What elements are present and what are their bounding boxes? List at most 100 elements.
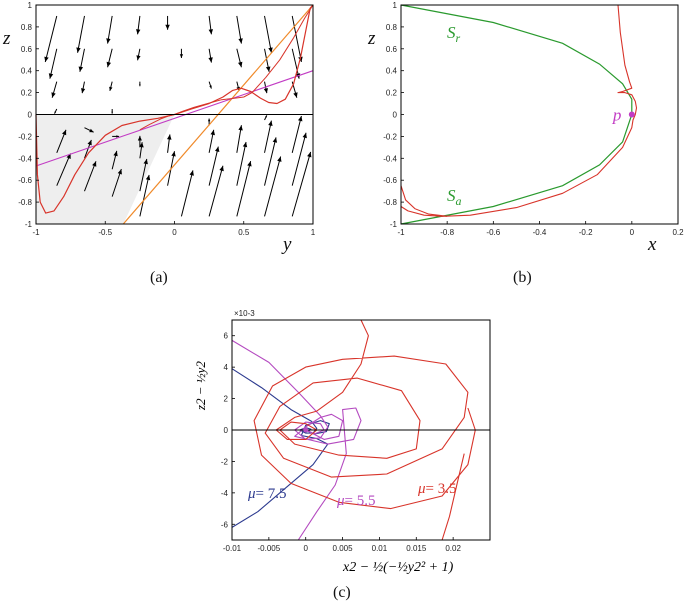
field-arrow-head: [116, 135, 120, 138]
field-arrow-head: [145, 174, 151, 181]
field-arrow-shaft: [49, 48, 58, 79]
label-sa-main: S: [447, 186, 456, 205]
field-arrow: [208, 81, 212, 89]
field-arrow-shaft: [264, 156, 282, 217]
caption-c: (c): [333, 584, 351, 601]
field-arrow: [54, 108, 58, 114]
field-arrow: [291, 115, 303, 153]
label-sa-sub: a: [456, 194, 462, 208]
field-arrow-head: [106, 61, 111, 68]
b-ytick-label-7: -0.4: [383, 154, 397, 163]
field-arrow-head: [54, 111, 57, 114]
label-sr: Sr: [447, 23, 461, 45]
field-arrow-head: [238, 61, 243, 68]
label-mu-75-sym: μ: [247, 486, 256, 502]
panel-b-ticks: -1 -0.8 -0.6 -0.4 -0.2 0 0.2 1 0.8 0.6 0.4 0.2 0 -0.2…: [383, 1, 684, 237]
field-arrow: [208, 129, 215, 153]
field-arrow-head: [298, 116, 303, 122]
field-arrow-shaft: [236, 161, 252, 217]
field-arrow: [44, 15, 58, 63]
field-arrow: [264, 137, 278, 186]
field-arrow: [236, 125, 243, 153]
b-ytick-label-10: -1: [390, 220, 398, 229]
field-arrow-shaft: [56, 153, 72, 186]
trajectory-2: [253, 319, 476, 510]
label-sr-main: S: [447, 23, 456, 42]
field-arrow-head: [136, 55, 141, 61]
field-arrow: [111, 168, 122, 197]
field-arrow: [165, 15, 170, 30]
field-arrow-head: [219, 165, 224, 172]
field-arrow-head: [81, 88, 86, 94]
field-arrow-shaft: [291, 151, 312, 217]
a-xtick-label-1: -0.5: [98, 228, 112, 237]
b-ytick-label-2: 0.6: [386, 45, 398, 54]
field-arrow-head: [136, 29, 141, 35]
field-arrow: [208, 48, 213, 63]
panel-a: -1 -0.5 0 0.5 1 1 0.8 0.6 0.4 0.2 0 -0.2 -0.4 -0.6 -0.…: [2, 1, 316, 286]
b-ytick-label-5: 0: [393, 111, 398, 120]
field-arrow: [264, 115, 268, 121]
field-arrow-head: [215, 146, 220, 152]
field-arrow-head: [242, 142, 248, 148]
field-arrow: [236, 141, 248, 186]
a-ytick-label-2: 0.6: [21, 45, 33, 54]
field-arrow: [136, 48, 141, 61]
field-arrow: [111, 109, 113, 114]
label-mu-55-val: = 5.5: [345, 493, 376, 509]
field-arrow-head: [165, 24, 170, 30]
label-sr-sub: r: [456, 31, 461, 45]
field-arrow-head: [139, 142, 144, 148]
field-arrow-head: [302, 132, 307, 139]
a-xtick-label-0: -1: [32, 228, 40, 237]
caption-a: (a): [150, 269, 168, 286]
field-arrow-head: [117, 169, 122, 175]
field-arrow-head: [167, 134, 172, 140]
b-xtick-label-5: 0: [630, 228, 635, 237]
label-mu-75-val: = 7.5: [256, 486, 287, 502]
c-xtick-label-6: 0.02: [445, 544, 461, 553]
label-mu-35-sym: μ: [417, 481, 426, 497]
field-arrow-head: [247, 161, 252, 167]
field-arrow: [179, 48, 184, 58]
b-ytick-label-4: 0.2: [386, 89, 398, 98]
point-p: [628, 111, 635, 118]
trajectory-tail-35: [441, 453, 465, 541]
b-xtick-label-4: -0.2: [579, 228, 593, 237]
field-arrow-shaft: [77, 15, 85, 53]
b-xtick-label-6: 0.2: [672, 228, 684, 237]
field-arrow-shaft: [44, 15, 58, 63]
field-arrow-head: [238, 38, 243, 44]
field-arrow-shaft: [139, 174, 150, 217]
field-arrow: [139, 158, 148, 192]
c-ytick-label-0: 6: [224, 332, 229, 341]
a-xtick-label-3: 0.5: [238, 228, 250, 237]
field-arrow-head: [44, 56, 49, 62]
field-arrow: [136, 15, 141, 35]
field-arrow: [139, 142, 144, 159]
orbit-curve-inner: [139, 4, 314, 131]
field-arrow-head: [293, 92, 298, 98]
field-arrow-head: [272, 137, 278, 143]
field-arrow-head: [268, 120, 273, 126]
field-arrow: [236, 15, 243, 44]
c-xtick-label-3: 0.005: [333, 544, 354, 553]
panel-a-ticks: -1 -0.5 0 0.5 1 1 0.8 0.6 0.4 0.2 0 -0.2 -0.4 -0.6 -0.…: [18, 1, 316, 237]
a-ytick-label-8: -0.6: [18, 176, 32, 185]
field-arrow: [167, 134, 172, 153]
field-arrow-head: [113, 150, 118, 157]
field-arrow-head: [265, 66, 271, 72]
axis-label-z: z: [2, 28, 11, 49]
field-arrow-head: [307, 151, 312, 158]
field-arrow-head: [263, 88, 268, 94]
label-mu-75: μ= 7.5: [247, 486, 287, 502]
panel-c-ticks: -0.01 -0.005 0 0.005 0.01 0.015 0.02 6 4 2 0 -2 -4 -6: [221, 332, 462, 553]
c-ytick-label-6: -6: [221, 520, 229, 529]
field-arrow-head: [208, 57, 213, 63]
c-ytick-label-3: 0: [224, 426, 229, 435]
b-ytick-label-9: -0.8: [383, 198, 397, 207]
b-xtick-label-0: -1: [397, 228, 405, 237]
field-arrow: [291, 151, 312, 217]
field-arrow: [208, 165, 224, 217]
field-arrow-head: [277, 156, 282, 162]
